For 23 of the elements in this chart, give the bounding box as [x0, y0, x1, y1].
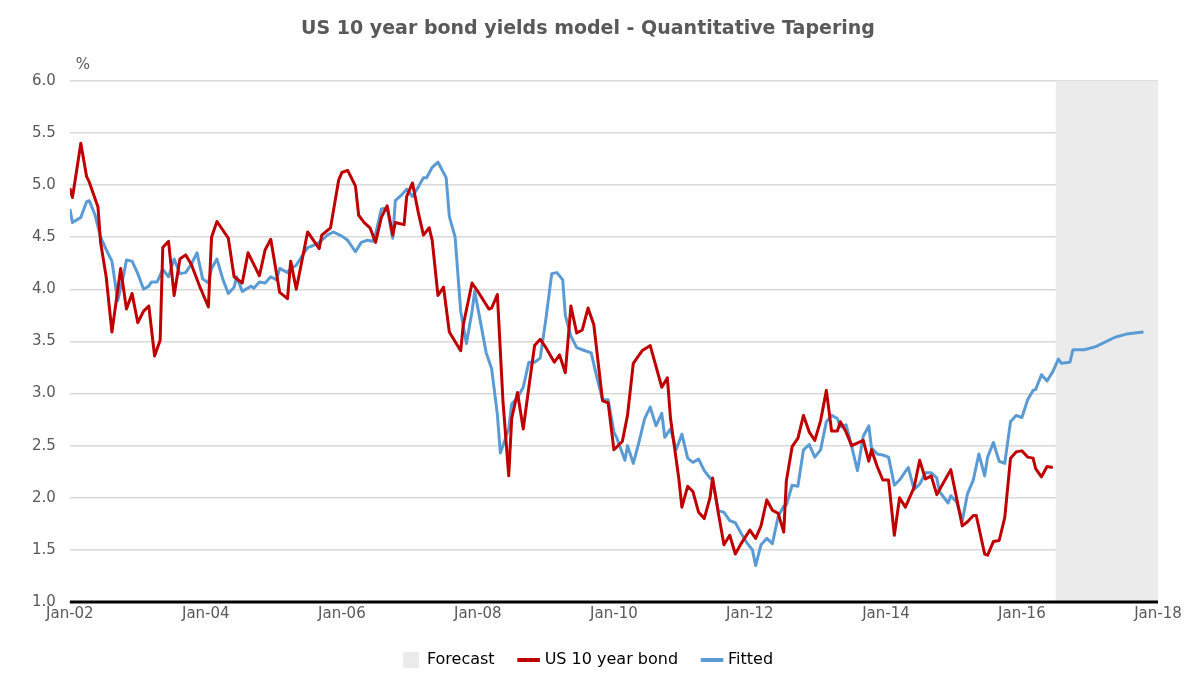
x-tick-label: Jan-08	[453, 603, 502, 622]
x-tick-label: Jan-12	[725, 603, 774, 622]
y-tick-label: 4.0	[32, 279, 56, 298]
y-tick-label: 5.5	[32, 122, 56, 141]
y-tick-label: 2.0	[32, 487, 56, 506]
x-tick-label: Jan-18	[1133, 603, 1182, 622]
chart-title: US 10 year bond yields model - Quantitative Tapering	[301, 16, 875, 39]
y-tick-label: 3.0	[32, 383, 56, 402]
x-tick-label: Jan-06	[317, 603, 366, 622]
y-tick-label: 5.0	[32, 174, 56, 193]
legend-label: Fitted	[728, 649, 774, 669]
x-tick-label: Jan-10	[589, 603, 638, 622]
y-axis-title: %	[75, 54, 91, 73]
y-tick-label: 2.5	[32, 435, 56, 454]
x-tick-label: Jan-14	[861, 603, 910, 622]
y-tick-label: 1.5	[32, 539, 56, 558]
legend-label: Forecast	[426, 649, 495, 669]
legend-label: US 10 year bond	[544, 649, 679, 669]
y-tick-label: 3.5	[32, 331, 56, 350]
y-tick-label: 6.0	[32, 70, 56, 89]
y-tick-label: 4.5	[32, 227, 56, 246]
x-tick-label: Jan-16	[997, 603, 1046, 622]
x-tick-label: Jan-04	[180, 603, 230, 622]
